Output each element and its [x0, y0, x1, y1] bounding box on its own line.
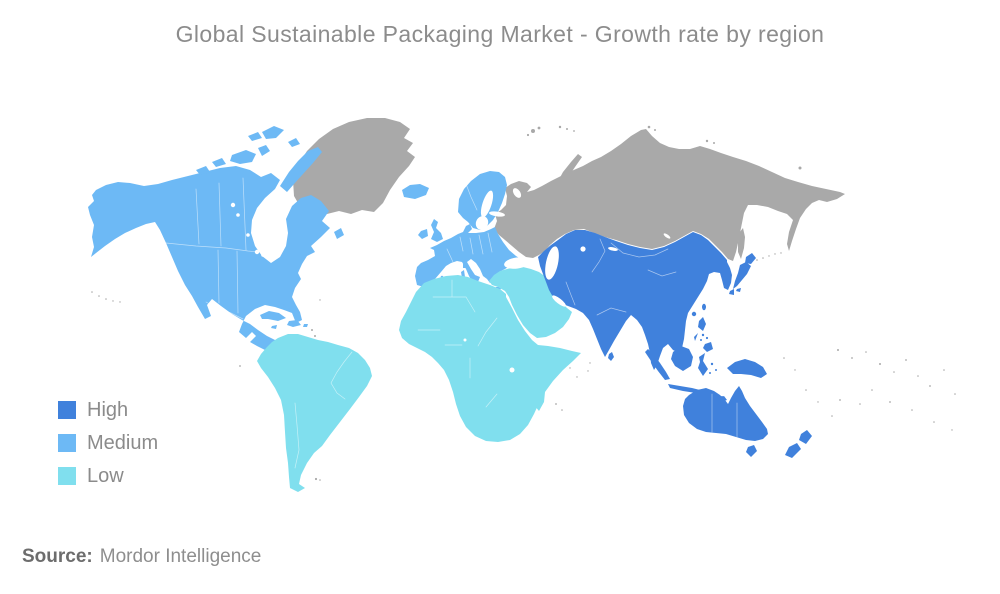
legend-swatch-high	[58, 401, 76, 419]
caribbean-islands	[260, 302, 308, 329]
other-islands	[239, 365, 321, 481]
sulawesi-shape	[698, 353, 708, 376]
caspian-sea	[545, 246, 559, 280]
borneo-shape	[671, 346, 693, 371]
legend-label-low: Low	[87, 465, 124, 487]
madagascar-shape	[534, 387, 545, 411]
europe-mainland-shape	[415, 224, 524, 287]
sri-lanka-shape	[608, 352, 614, 361]
aral-sea	[580, 246, 586, 252]
novaya-zemlya-shape	[557, 154, 582, 190]
lake-victoria	[509, 367, 515, 373]
legend-label-high: High	[87, 399, 129, 421]
australia-shape	[683, 386, 768, 441]
kyushu-shape	[729, 289, 734, 295]
inland-seas	[230, 188, 671, 373]
pacific-islands	[783, 349, 956, 431]
jamaica-shape	[271, 325, 277, 329]
great-britain-shape	[431, 219, 443, 242]
sakhalin-shape	[738, 228, 745, 259]
source-line: Source: Mordor Intelligence	[22, 546, 261, 568]
asia-mainland-shape	[538, 230, 732, 370]
japan-islands	[729, 253, 756, 295]
new-guinea-shape	[727, 359, 767, 378]
legend-item-medium: Medium	[58, 432, 159, 454]
north-america-mainland-shape	[88, 166, 330, 352]
ireland-shape	[418, 229, 428, 239]
region-high-growth	[538, 230, 812, 458]
persian-gulf	[552, 295, 566, 307]
arctic-islands	[526, 125, 802, 170]
black-sea	[504, 257, 530, 269]
source-value: Mordor Intelligence	[99, 546, 262, 567]
legend-swatch-low	[58, 467, 76, 485]
shikoku-shape	[736, 288, 741, 292]
hainan-shape	[691, 311, 697, 317]
indonesia-islands	[645, 346, 727, 402]
region-no-data	[91, 118, 956, 481]
philippines-islands	[694, 317, 713, 352]
great-slave-lake	[236, 213, 240, 217]
legend: High Medium Low	[58, 399, 159, 500]
source-label: Source:	[22, 546, 93, 567]
newfoundland-shape	[334, 228, 344, 239]
corsica-shape	[463, 263, 466, 268]
greenland-shape	[293, 118, 415, 214]
gulf-of-finland	[489, 211, 505, 217]
legend-item-high: High	[58, 399, 158, 421]
indian-ocean-islands	[527, 359, 591, 411]
hokkaido-shape	[745, 253, 756, 264]
russia-shape	[494, 129, 845, 261]
puerto-rico-shape	[303, 324, 308, 327]
new-zealand-south-shape	[785, 443, 801, 458]
south-america-shape	[257, 334, 372, 492]
legend-item-low: Low	[58, 465, 158, 487]
honshu-shape	[733, 262, 751, 289]
new-zealand-north-shape	[799, 430, 812, 444]
hispaniola-shape	[287, 320, 301, 327]
sumatra-shape	[645, 349, 670, 380]
country-borders	[165, 177, 738, 469]
java-shape	[668, 384, 700, 393]
lake-chad	[463, 338, 467, 342]
region-low-growth	[257, 267, 581, 492]
tasmania-shape	[746, 445, 757, 457]
chart-title: Global Sustainable Packaging Market - Gr…	[175, 21, 825, 47]
taiwan-shape	[702, 303, 706, 311]
white-sea	[512, 188, 522, 198]
legend-swatch-medium	[58, 434, 76, 452]
cuba-shape	[260, 311, 286, 321]
gulf-of-bothnia	[480, 190, 494, 218]
luzon-shape	[698, 317, 706, 331]
canadian-arctic-archipelago	[196, 126, 322, 192]
mindanao-shape	[703, 342, 713, 352]
baltic-sea	[475, 216, 489, 230]
palawan-shape	[694, 333, 698, 341]
middle-east-shape	[489, 267, 572, 338]
lake-winnipeg	[246, 233, 250, 237]
aleutian-islands	[91, 291, 121, 303]
legend-label-medium: Medium	[87, 432, 159, 454]
great-bear-lake	[230, 202, 236, 208]
kuril-islands	[756, 252, 782, 261]
lake-balkhash	[608, 247, 618, 251]
iceland-shape	[402, 184, 429, 199]
lake-baikal	[663, 233, 671, 239]
